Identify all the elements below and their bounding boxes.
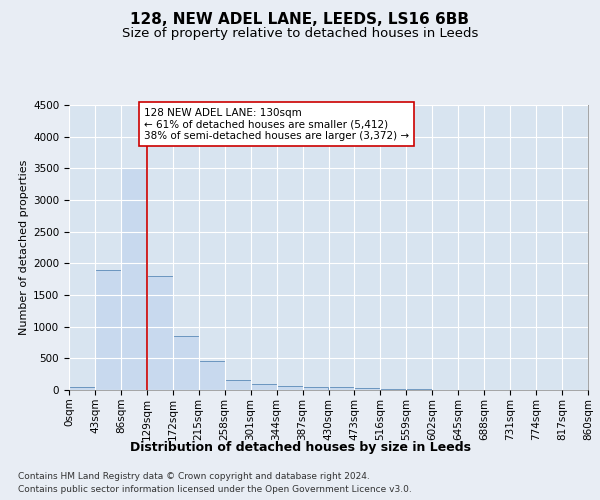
Bar [95, 270, 121, 390]
Bar [380, 388, 406, 390]
Bar [355, 388, 380, 390]
Bar [329, 388, 355, 390]
Bar [199, 361, 224, 390]
Bar [251, 384, 277, 390]
Y-axis label: Number of detached properties: Number of detached properties [19, 160, 29, 335]
Bar [173, 336, 199, 390]
Text: Contains public sector information licensed under the Open Government Licence v3: Contains public sector information licen… [18, 485, 412, 494]
Bar [224, 380, 251, 390]
Bar [69, 387, 95, 390]
Bar [302, 386, 329, 390]
Text: Contains HM Land Registry data © Crown copyright and database right 2024.: Contains HM Land Registry data © Crown c… [18, 472, 370, 481]
Bar [147, 276, 173, 390]
Bar [121, 168, 147, 390]
Text: 128, NEW ADEL LANE, LEEDS, LS16 6BB: 128, NEW ADEL LANE, LEEDS, LS16 6BB [131, 12, 470, 28]
Text: 128 NEW ADEL LANE: 130sqm
← 61% of detached houses are smaller (5,412)
38% of se: 128 NEW ADEL LANE: 130sqm ← 61% of detac… [144, 108, 409, 140]
Text: Distribution of detached houses by size in Leeds: Distribution of detached houses by size … [130, 441, 470, 454]
Bar [277, 386, 302, 390]
Text: Size of property relative to detached houses in Leeds: Size of property relative to detached ho… [122, 28, 478, 40]
